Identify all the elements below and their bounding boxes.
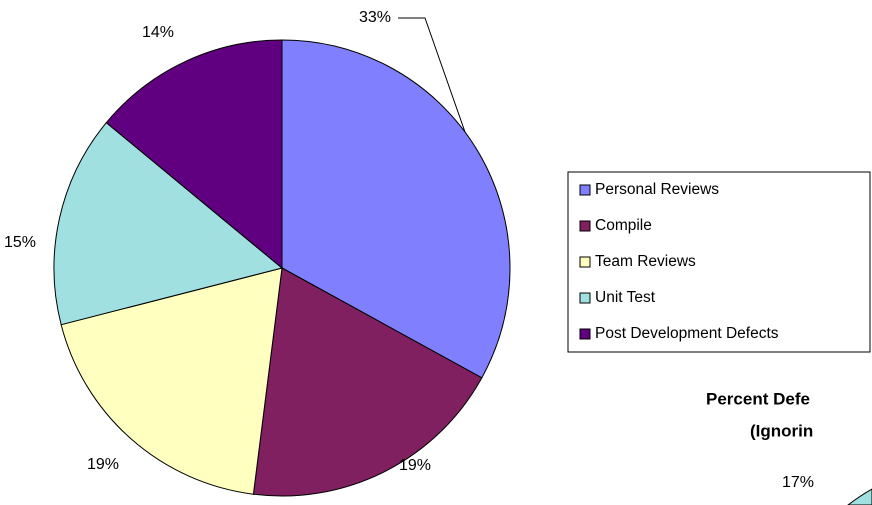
- data-label: 33%: [359, 9, 391, 26]
- data-label: 19%: [399, 457, 431, 474]
- chart-subtitle: (Ignorin: [750, 421, 813, 440]
- legend-swatch: [579, 256, 591, 268]
- chart-title: Percent Defe: [706, 389, 810, 408]
- legend-label: Team Reviews: [595, 253, 696, 270]
- legend-swatch: [579, 220, 591, 232]
- pie-slice: [60, 267, 283, 495]
- legend-label: Personal Reviews: [595, 181, 719, 198]
- legend-swatch: [579, 292, 591, 304]
- pie-slice: [252, 267, 483, 497]
- pie-slice: [105, 39, 283, 270]
- legend-swatch: [579, 328, 591, 340]
- data-label: 15%: [4, 234, 36, 251]
- legend-label: Post Development Defects: [595, 325, 779, 342]
- legend-swatch: [579, 184, 591, 196]
- pie-slice: [53, 121, 284, 326]
- legend-label: Compile: [595, 217, 652, 234]
- legend-label: Unit Test: [595, 289, 656, 306]
- legend: [567, 171, 871, 353]
- data-label: 19%: [87, 456, 119, 473]
- pie-slice: [847, 488, 872, 505]
- data-label: 17%: [782, 474, 814, 491]
- data-label: 14%: [142, 24, 174, 41]
- pie-slice: [281, 39, 511, 379]
- leader-line: [398, 17, 466, 133]
